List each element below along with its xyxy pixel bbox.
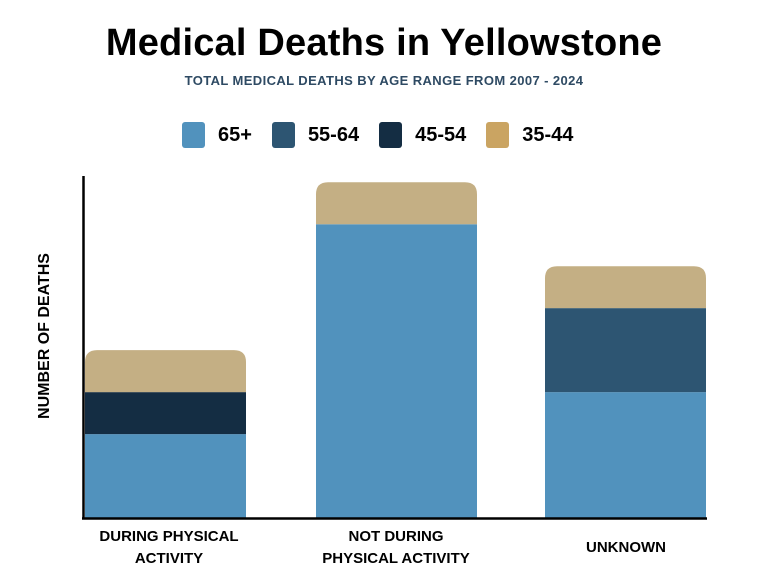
- bar-segment-35-44: [85, 350, 246, 393]
- bar-segment-55-64: [545, 308, 706, 393]
- x-tick-label-during: DURING PHYSICAL ACTIVITY: [69, 526, 269, 570]
- legend-label: 45-54: [415, 123, 467, 146]
- bar-segment-65plus: [316, 224, 477, 518]
- x-tick-label-not-during: NOT DURING PHYSICAL ACTIVITY: [296, 526, 496, 570]
- legend-label: 65+: [218, 123, 252, 146]
- legend-item-65plus: 65+: [182, 122, 252, 148]
- legend-swatch: [271, 122, 295, 148]
- legend-item-35-44: 35-44: [486, 122, 573, 148]
- legend-swatch: [379, 122, 403, 148]
- x-tick-label-line: PHYSICAL ACTIVITY: [322, 550, 470, 567]
- bar-segment-45-54: [85, 392, 246, 435]
- bar-segment-35-44: [545, 266, 706, 309]
- x-tick-label-line: DURING PHYSICAL: [99, 528, 239, 545]
- legend-item-45-54: 45-54: [379, 122, 466, 148]
- legend: 65+ 55-64 45-54 35-44: [182, 122, 593, 148]
- chart-subtitle: TOTAL MEDICAL DEATHS BY AGE RANGE FROM 2…: [184, 73, 584, 88]
- y-axis-label: NUMBER OF DEATHS: [36, 253, 53, 419]
- legend-label: 55-64: [307, 123, 360, 146]
- x-tick-label-line: ACTIVITY: [134, 550, 204, 567]
- bar-segment-65plus: [85, 434, 246, 518]
- legend-item-55-64: 55-64: [271, 122, 360, 148]
- chart-title: Medical Deaths in Yellowstone: [105, 22, 663, 64]
- x-tick-label-line: UNKNOWN: [586, 539, 666, 556]
- bar-segment-35-44: [316, 182, 477, 225]
- x-tick-label-line: NOT DURING: [348, 528, 444, 545]
- bar-segment-65plus: [545, 392, 706, 518]
- legend-swatch: [182, 122, 205, 148]
- legend-label: 35-44: [522, 123, 574, 146]
- legend-swatch: [486, 122, 510, 148]
- x-tick-label-unknown: UNKNOWN: [526, 537, 726, 559]
